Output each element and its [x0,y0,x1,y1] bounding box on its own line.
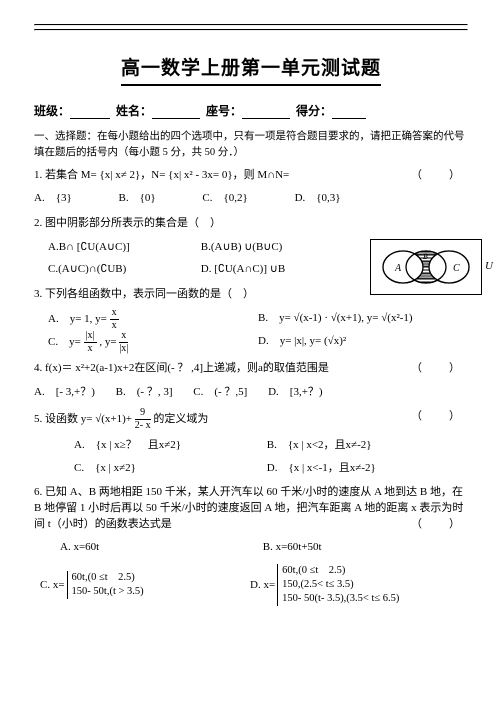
q2-B: B.(A∪B) ∪(B∪C) [201,237,283,258]
q3-B: B. y= √(x-1) · √(x+1), y= √(x²-1) [258,308,468,331]
q1-D: {0,3} [316,192,340,204]
section-1-instructions: 一、选择题：在每小题给出的四个选项中，只有一项是符合题目要求的，请把正确答案的代… [34,129,468,161]
title-underline [121,84,381,86]
q1-C: {0,2} [224,192,248,204]
q6-A: A. x=60t [60,537,260,558]
score-blank [332,108,366,119]
q3-A-pre: A. y= 1, y= [48,313,107,325]
q1-A: {3} [56,192,72,204]
venn-A-label: A [394,263,402,274]
name-label: 姓名： [116,102,152,119]
q1-paren: （ ） [411,167,468,185]
q1-B: {0} [140,192,156,204]
q3: 3. 下列各组函数中，表示同一函数的是（ ） [34,286,468,304]
seat-blank [242,108,290,119]
q1: 1. 若集合 M= {x| x≠ 2}，N= {x| x² - 3x= 0}，则… [34,167,468,185]
q6-C-pre: C. x= [40,575,65,596]
q5: 5. 设函数 y= √(x+1)+ 92- x 的定义域为 （ ） [34,408,468,431]
q6-row2: C. x= 60t,(0 ≤t 2.5) 150- 50t,(t > 3.5) … [40,564,468,607]
q4-D: [3,+？) [290,386,323,398]
q5-frac: 92- x [135,408,151,431]
q3-row2: C. y= |x|x , y= x|x| D. y= |x|, y= (√x)² [48,331,468,354]
q5-row2: C. {x | x≠2} D. {x | x<-1，且x≠-2} [74,458,468,479]
q6-B: B. x=60t+50t [263,537,322,558]
q4: 4. f(x)＝ x²+2(a-1)x+2在区间(- ？ ,4]上递减，则a的取… [34,360,468,378]
q6-paren: （ ） [411,517,468,533]
q5-paren: （ ） [411,408,468,426]
q6-D-pre: D. x= [250,575,275,596]
q2-D: D. [∁U(A∩C)] ∪B [201,259,285,280]
score-label: 得分： [296,102,332,119]
venn-U-label: U [485,258,493,276]
q5-pre: 5. 设函数 y= √(x+1)+ [34,413,135,425]
page-title: 高一数学上册第一单元测试题 [34,53,468,80]
header-line: 班级： 姓名： 座号： 得分： [34,102,468,119]
q6-row1: A. x=60t B. x=60t+50t [60,537,468,558]
q6-text: 6. 已知 A、B 两地相距 150 千米，某人开汽车以 60 千米/小时的速度… [34,486,463,530]
q3-row1: A. y= 1, y= xx B. y= √(x-1) · √(x+1), y=… [48,308,468,331]
q5-C: {x | x≠2} [95,462,136,474]
q5-D: {x | x<-1，且x≠-2} [288,462,375,474]
q2-text: 2. 图中阴影部分所表示的集合是（ ） [34,217,221,229]
q2-A: A.B∩ [∁U(A∪C)] [48,237,198,258]
q5-post: 的定义域为 [153,413,208,425]
q6-D-case: 60t,(0 ≤t 2.5) 150,(2.5< t≤ 3.5) 150- 50… [277,564,399,607]
seat-label: 座号： [206,102,242,119]
q4-text: 4. f(x)＝ x²+2(a-1)x+2在区间(- ？ ,4]上递减，则a的取… [34,362,329,374]
q5-row1: A. {x | x≥？ 且x≠2} B. {x | x<2，且x≠-2} [74,435,468,456]
q2: 2. 图中阴影部分所表示的集合是（ ） [34,215,468,233]
q3-C-mid: , y= [99,336,119,348]
q4-C: (- ？,5] [214,386,247,398]
class-blank [70,108,110,119]
q6-C-case: 60t,(0 ≤t 2.5) 150- 50t,(t > 3.5) [67,571,144,599]
class-label: 班级： [34,102,70,119]
q3-C-f2: x|x| [119,331,128,354]
venn-B-label: B [423,252,428,261]
name-blank [152,108,200,119]
q4-options: A. [- 3,+？) B. (- ？, 3] C. (- ？,5] D. [3… [34,382,468,403]
q3-D: D. y= |x|, y= (√x)² [258,331,468,354]
q1-text: 1. 若集合 M= {x| x≠ 2}，N= {x| x² - 3x= 0}，则… [34,169,289,181]
q4-A: [- 3,+？) [56,386,95,398]
q5-A: {x | x≥？ 且x≠2} [96,439,181,451]
q6: 6. 已知 A、B 两地相距 150 千米，某人开汽车以 60 千米/小时的速度… [34,485,468,533]
q3-A-frac: xx [110,308,119,331]
q5-B: {x | x<2，且x≠-2} [288,439,372,451]
q1-options: A. {3} B. {0} C. {0,2} D. {0,3} [34,188,468,209]
q4-paren: （ ） [411,360,468,378]
q3-C-f1: |x|x [84,331,97,354]
q3-C-pre: C. y= [48,336,84,348]
q4-B: (- ？, 3] [137,386,173,398]
q2-C: C.(A∪C)∩(∁UB) [48,259,198,280]
venn-C-label: C [453,263,460,274]
